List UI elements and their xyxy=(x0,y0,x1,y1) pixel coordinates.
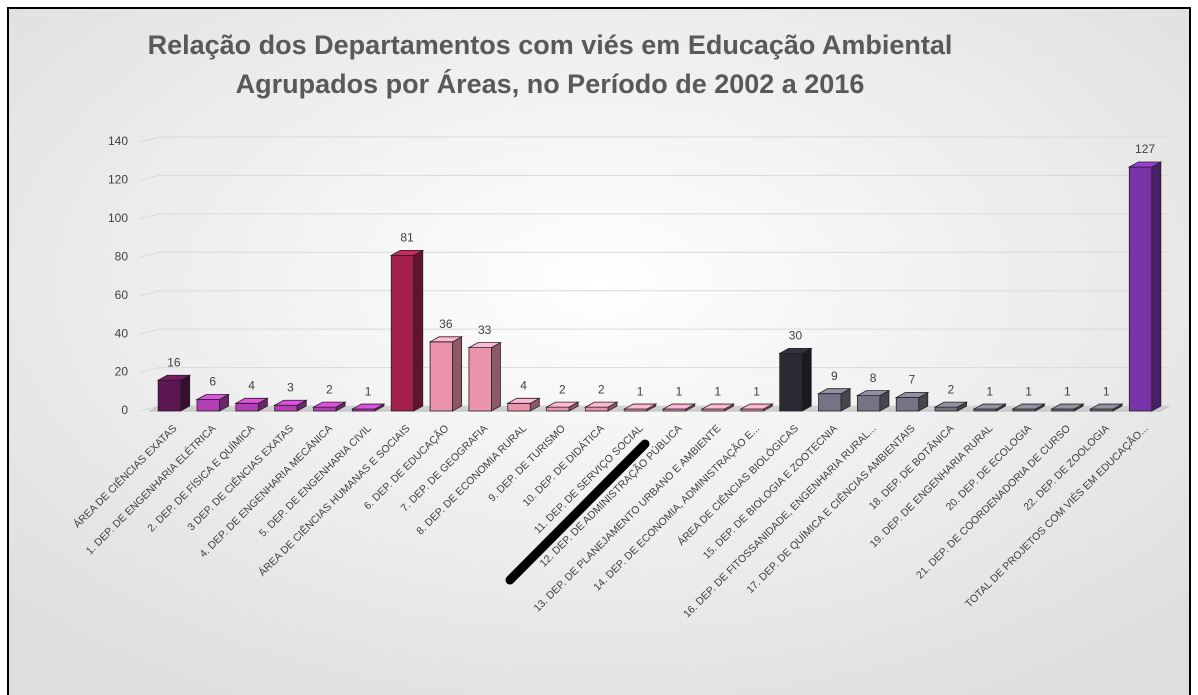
bar-top xyxy=(972,403,1008,410)
bar-top xyxy=(1127,161,1163,168)
bar xyxy=(779,352,803,412)
value-label: 1 xyxy=(365,384,372,398)
value-label: 1 xyxy=(1064,384,1071,398)
bar-top xyxy=(816,388,852,395)
bar xyxy=(546,406,570,412)
bar-top xyxy=(545,401,580,408)
bar xyxy=(856,395,881,412)
value-label: 127 xyxy=(1135,142,1155,156)
strike-mark xyxy=(505,439,650,585)
bar-top xyxy=(467,342,503,348)
bar-side xyxy=(491,341,501,412)
value-label: 1 xyxy=(1103,384,1110,398)
grid-line xyxy=(139,136,1169,143)
bar-side xyxy=(801,347,812,412)
bar xyxy=(157,379,182,412)
value-label: 1 xyxy=(986,384,993,398)
bar-top xyxy=(195,394,231,400)
chart-title: Agrupados por Áreas, no Período de 2002 … xyxy=(236,68,865,99)
bar-side xyxy=(180,374,191,412)
bar xyxy=(585,406,609,412)
value-label: 1 xyxy=(637,384,644,398)
grid-line xyxy=(139,290,1169,297)
bar-top xyxy=(583,401,619,408)
y-tick-label: 40 xyxy=(115,326,129,340)
value-label: 81 xyxy=(400,231,414,245)
bar-top xyxy=(894,392,930,398)
bar-top xyxy=(622,403,658,410)
bar xyxy=(429,341,454,412)
bar-side xyxy=(413,249,424,412)
bar xyxy=(196,399,220,412)
value-label: 1 xyxy=(676,384,683,398)
bar xyxy=(468,347,492,412)
bar-top xyxy=(350,403,386,410)
bar-top xyxy=(1011,403,1046,410)
chart-title: Relação dos Departamentos com viés em Ed… xyxy=(148,30,953,60)
value-label: 33 xyxy=(478,323,492,337)
y-tick-label: 20 xyxy=(115,365,129,379)
value-label: 2 xyxy=(598,382,605,396)
frame xyxy=(7,7,1191,695)
bar-top xyxy=(661,403,697,410)
value-label: 16 xyxy=(167,355,181,369)
bar-top xyxy=(1088,403,1124,410)
bar xyxy=(313,406,337,412)
value-label: 2 xyxy=(326,382,333,396)
grid-line xyxy=(139,367,1169,374)
bar-side xyxy=(1151,161,1162,412)
bar xyxy=(390,254,415,412)
value-label: 4 xyxy=(520,378,527,392)
value-label: 2 xyxy=(948,382,955,396)
bar-top xyxy=(778,347,813,354)
y-tick-label: 120 xyxy=(108,173,128,187)
value-label: 36 xyxy=(439,317,453,331)
bar-top xyxy=(855,390,891,397)
bar-top xyxy=(1050,403,1085,410)
value-label: 3 xyxy=(287,380,294,394)
value-label: 9 xyxy=(831,369,838,383)
bar xyxy=(507,402,531,412)
value-label: 2 xyxy=(559,382,566,396)
value-label: 6 xyxy=(209,375,216,389)
bar-top xyxy=(234,397,269,404)
y-tick-label: 100 xyxy=(108,211,128,225)
grid-line xyxy=(139,328,1169,335)
y-tick-label: 140 xyxy=(108,134,128,148)
grid-line xyxy=(139,174,1169,181)
y-tick-label: 0 xyxy=(121,403,128,417)
bar xyxy=(235,402,259,412)
bar-top xyxy=(739,403,774,410)
bar-top xyxy=(933,401,969,408)
bar xyxy=(934,406,959,412)
bar-top xyxy=(428,336,464,343)
grid-line xyxy=(139,213,1169,220)
bar-top xyxy=(506,397,541,404)
value-label: 4 xyxy=(248,378,255,392)
bar-top xyxy=(389,249,425,256)
bar-top xyxy=(273,399,308,406)
value-label: 30 xyxy=(789,329,803,343)
value-label: 1 xyxy=(714,384,721,398)
bar xyxy=(1128,166,1153,412)
value-label: 1 xyxy=(753,384,760,398)
bar-top xyxy=(700,403,736,410)
value-label: 7 xyxy=(909,373,916,387)
bar-side xyxy=(452,336,463,412)
grid-line xyxy=(139,251,1169,258)
y-tick-label: 80 xyxy=(115,249,129,263)
bar-top xyxy=(311,401,347,408)
bar-top xyxy=(156,374,192,381)
y-tick-label: 60 xyxy=(115,288,129,302)
bar xyxy=(818,393,842,412)
bar xyxy=(274,404,298,412)
bar xyxy=(895,397,920,412)
value-label: 8 xyxy=(870,371,877,385)
value-label: 1 xyxy=(1025,384,1032,398)
